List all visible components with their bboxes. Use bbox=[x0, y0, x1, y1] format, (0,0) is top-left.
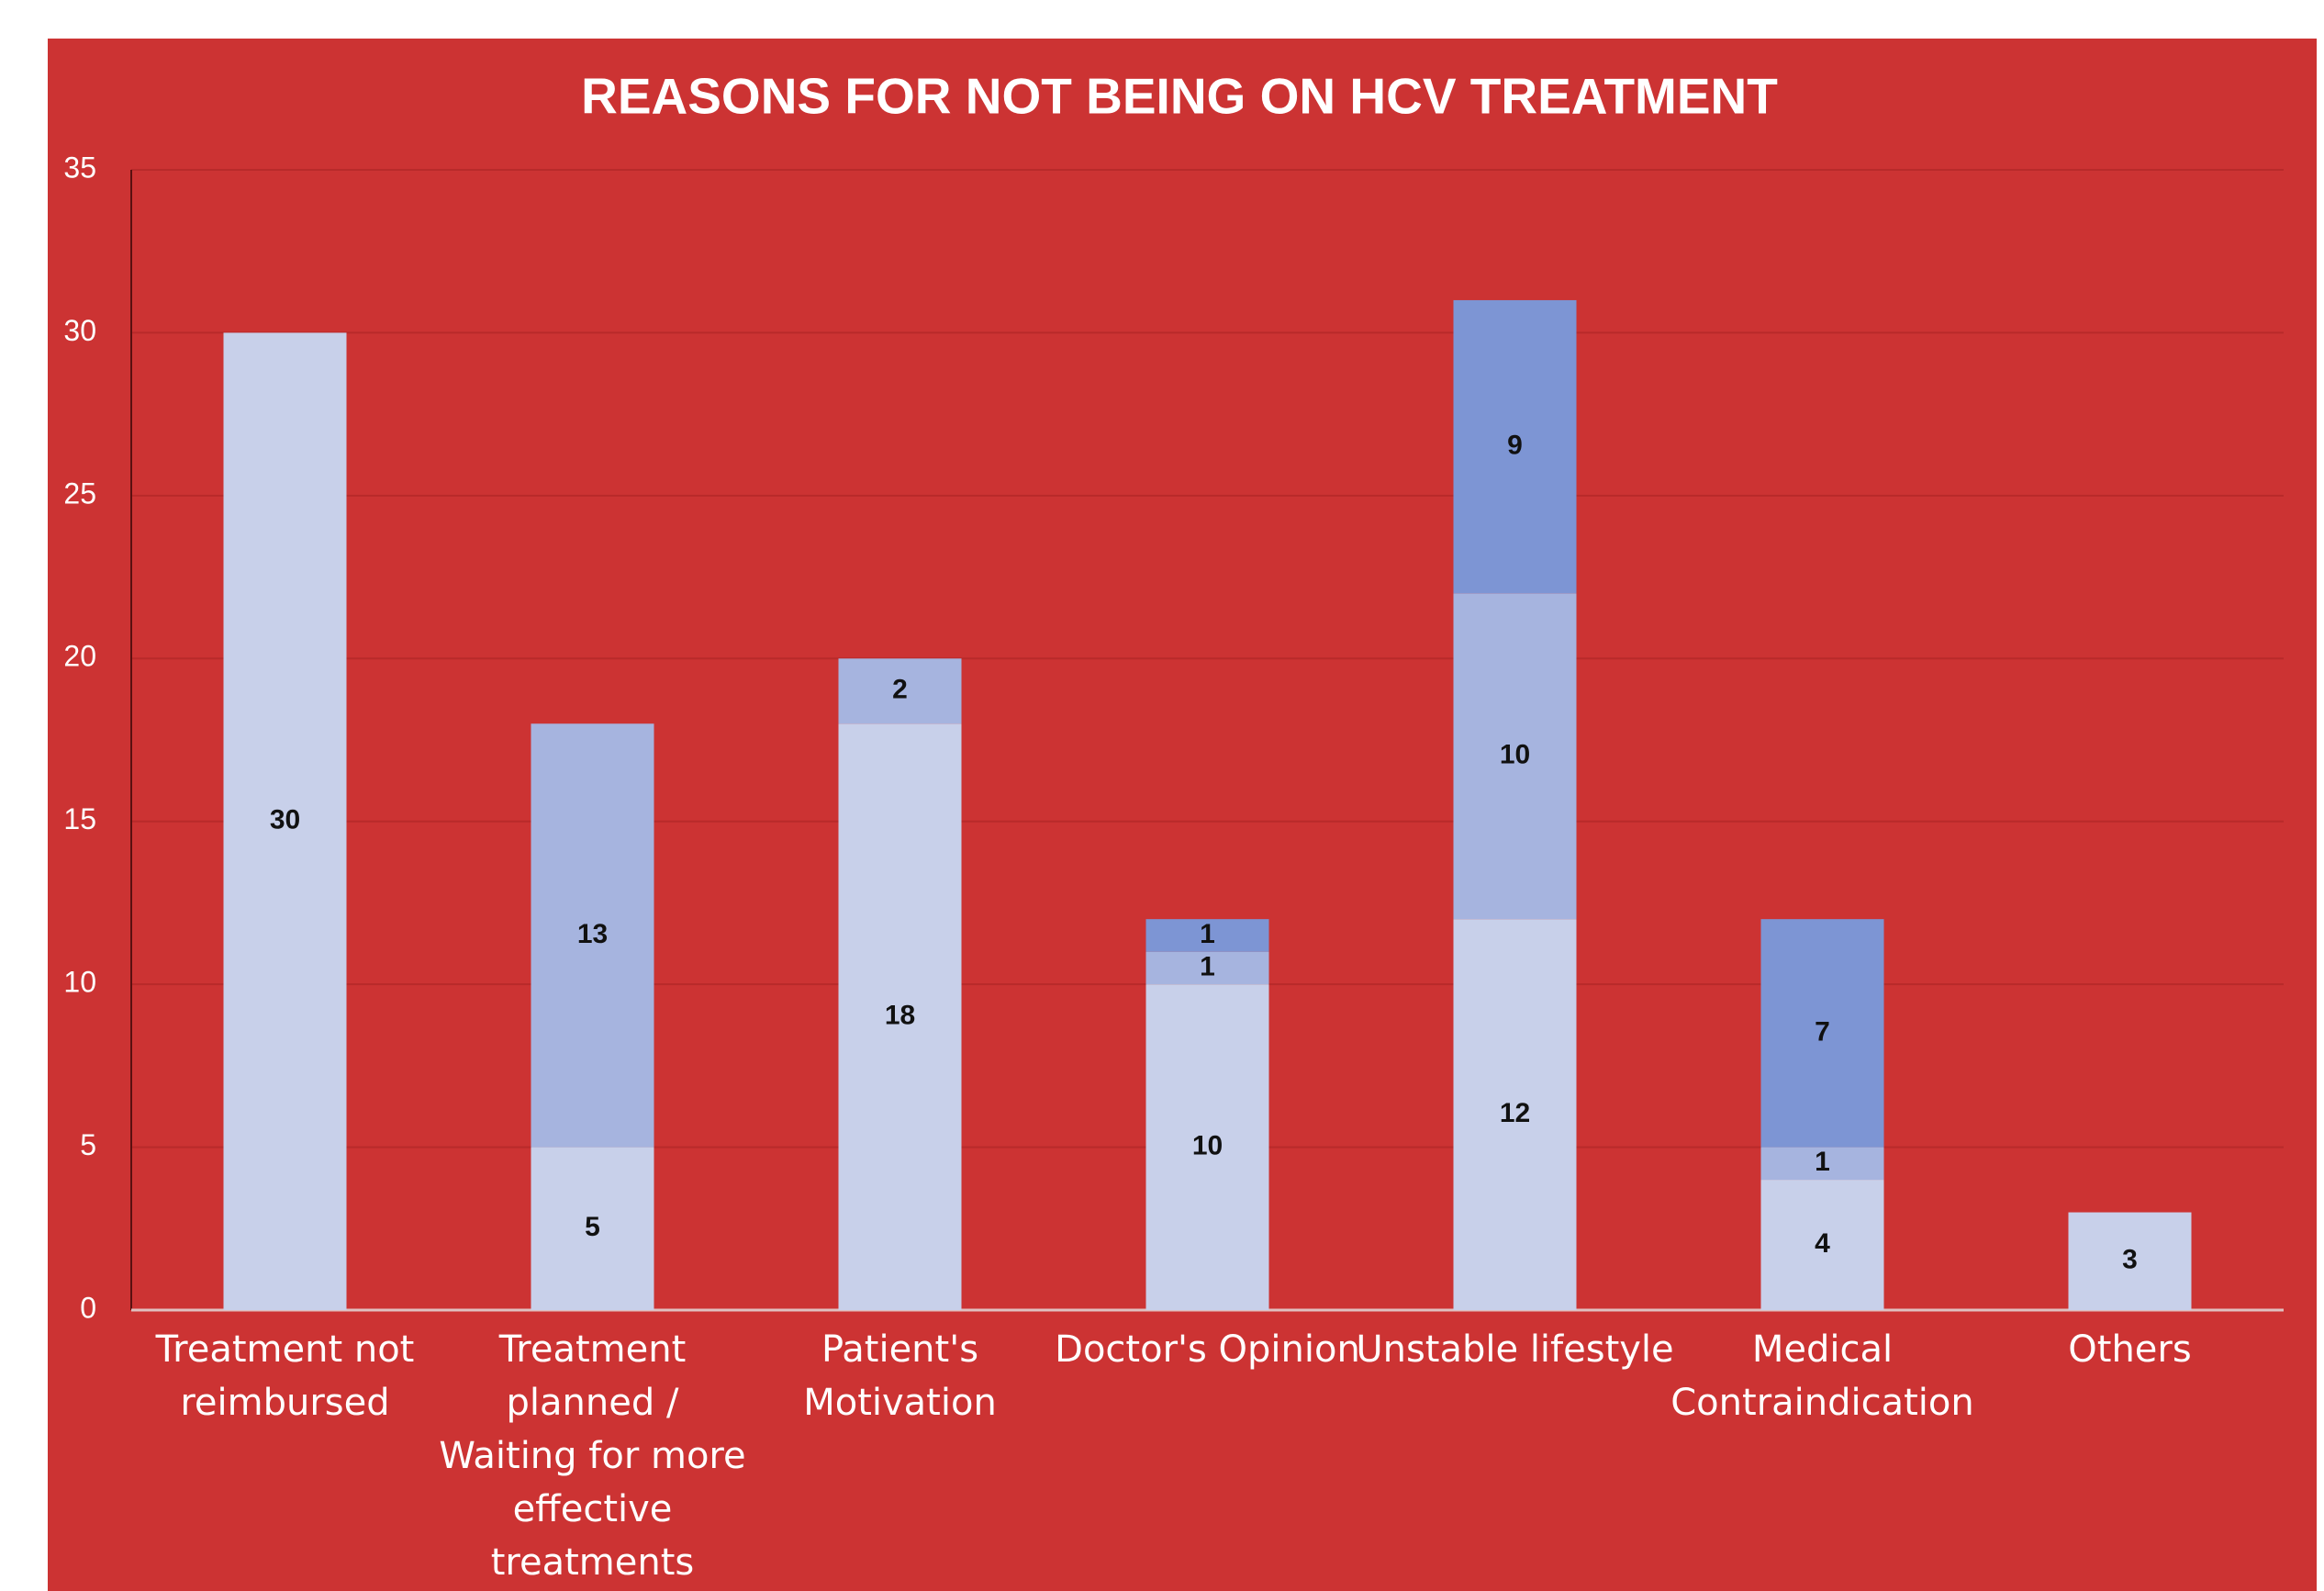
x-tick-label-box: Unstable lifestyle bbox=[1356, 1328, 1674, 1371]
bar-segment bbox=[1145, 984, 1269, 1310]
data-label: 18 bbox=[885, 1001, 915, 1031]
bar-segment bbox=[838, 723, 962, 1310]
x-tick-label-box: Treatment not reimbursed bbox=[155, 1328, 415, 1424]
bar-segment bbox=[531, 723, 654, 1148]
x-tick-label: Others bbox=[2068, 1328, 2192, 1371]
chart-background bbox=[48, 39, 2317, 1591]
data-label: 1 bbox=[1200, 919, 1215, 949]
y-tick-label: 25 bbox=[63, 476, 96, 510]
x-tick-label: Medical Contraindication bbox=[1670, 1328, 1974, 1424]
bar-segment bbox=[2068, 1212, 2192, 1310]
data-label: 4 bbox=[1815, 1228, 1830, 1259]
y-tick-label: 5 bbox=[80, 1128, 96, 1161]
x-tick-label: Unstable lifestyle bbox=[1356, 1328, 1674, 1371]
data-label: 2 bbox=[892, 675, 908, 705]
x-tick-label-box: Treatment planned / Waiting for more eff… bbox=[439, 1328, 746, 1584]
data-label: 1 bbox=[1815, 1147, 1830, 1177]
x-tick-label-box: Doctor's Opinion bbox=[1055, 1328, 1360, 1371]
bar-segment bbox=[1453, 593, 1577, 920]
data-label: 7 bbox=[1815, 1016, 1830, 1047]
data-label: 5 bbox=[585, 1212, 600, 1242]
x-tick-label: Treatment not reimbursed bbox=[155, 1328, 415, 1424]
x-tick-label-box: Others bbox=[2068, 1328, 2192, 1371]
data-label: 9 bbox=[1507, 431, 1523, 461]
y-tick-label: 35 bbox=[63, 151, 96, 184]
bar-segment bbox=[1453, 919, 1577, 1310]
bar-segment bbox=[1453, 299, 1577, 594]
data-label: 12 bbox=[1500, 1098, 1530, 1128]
bar-segment bbox=[531, 1147, 654, 1310]
x-tick-label: Doctor's Opinion bbox=[1055, 1328, 1360, 1371]
chart-title: REASONS FOR NOT BEING ON HCV TREATMENT bbox=[581, 68, 1778, 125]
data-label: 1 bbox=[1200, 951, 1215, 981]
bar-segment bbox=[1145, 951, 1269, 985]
bar-segment bbox=[1145, 919, 1269, 952]
x-tick-label-box: Patient's Motivation bbox=[803, 1328, 997, 1424]
bar-segment bbox=[838, 658, 962, 724]
data-label: 13 bbox=[577, 919, 608, 949]
y-tick-label: 15 bbox=[63, 802, 96, 835]
data-label: 10 bbox=[1500, 740, 1530, 770]
bar-segment bbox=[1760, 1147, 1884, 1181]
x-tick-label: Treatment planned / Waiting for more eff… bbox=[439, 1328, 746, 1584]
bar-segment bbox=[223, 332, 347, 1310]
x-tick-label: Patient's Motivation bbox=[803, 1328, 997, 1424]
y-tick-label: 0 bbox=[80, 1291, 96, 1324]
y-tick-label: 30 bbox=[63, 314, 96, 347]
y-tick-label: 20 bbox=[63, 640, 96, 673]
bar-segment bbox=[1760, 1180, 1884, 1310]
data-label: 3 bbox=[2122, 1245, 2138, 1275]
bar-segment bbox=[1760, 919, 1884, 1148]
y-tick-label: 10 bbox=[63, 966, 96, 999]
x-tick-label-box: Medical Contraindication bbox=[1670, 1328, 1974, 1424]
data-label: 10 bbox=[1192, 1130, 1223, 1160]
data-label: 30 bbox=[270, 805, 300, 835]
